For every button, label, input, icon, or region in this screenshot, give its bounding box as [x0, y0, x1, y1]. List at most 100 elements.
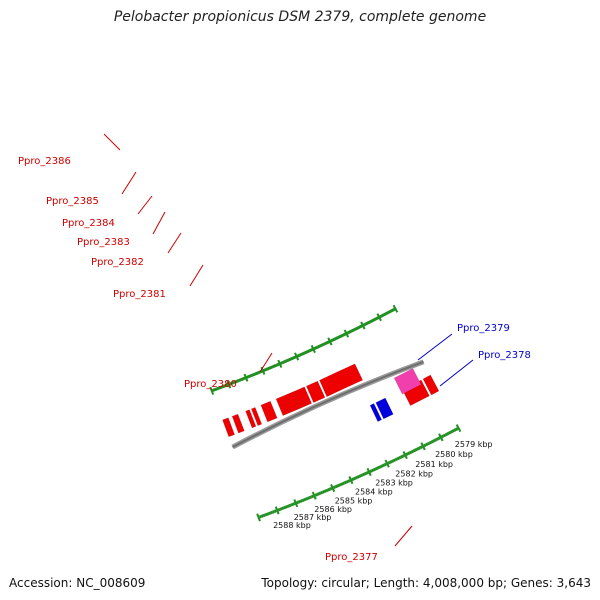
tick-mark [258, 514, 262, 519]
gene-label-leader [439, 359, 474, 387]
tick-mark [260, 514, 264, 518]
tick-mark [428, 440, 432, 445]
tick-mark [341, 333, 345, 337]
accession-label: Accession: NC_008609 [9, 576, 146, 590]
tick-mark [291, 356, 295, 360]
tick-mark [363, 471, 368, 476]
gene-label: Ppro_2382 [91, 257, 144, 268]
tick-mark [264, 512, 268, 517]
tick-mark [407, 451, 411, 456]
tick-mark [392, 304, 399, 313]
tick-mark [285, 505, 288, 509]
tick-mark [380, 313, 385, 318]
gene-block [231, 413, 245, 434]
tick-mark [419, 445, 423, 449]
tick-mark [285, 359, 289, 363]
tick-mark [298, 353, 302, 357]
tick-mark [264, 367, 268, 372]
tick-mark [342, 481, 346, 486]
tick-mark [366, 467, 372, 477]
tick-mark [437, 436, 441, 441]
tick-mark [299, 499, 303, 503]
gene-label-leader [121, 171, 137, 195]
tick-mark [256, 513, 261, 522]
tick-mark [359, 324, 363, 329]
gene-label: Ppro_2378 [478, 350, 531, 361]
tick-mark [362, 472, 366, 477]
tick-mark [308, 348, 312, 353]
tick-mark [380, 464, 384, 468]
tick-mark [273, 509, 277, 513]
tick-mark [315, 345, 319, 350]
gene-label: Ppro_2377 [325, 552, 378, 563]
tick-mark [281, 360, 285, 365]
tick-mark [414, 448, 418, 452]
tick-mark [373, 467, 377, 472]
scale-tick-label: 2587 kbp [294, 513, 332, 522]
tick-mark [354, 475, 358, 480]
tick-mark [405, 452, 409, 456]
tick-mark [338, 483, 342, 487]
scale-tick-label: 2584 kbp [355, 488, 393, 497]
scale-tick-label: 2583 kbp [375, 479, 413, 488]
tick-mark [444, 432, 448, 437]
tick-mark [417, 446, 422, 450]
tick-mark [382, 312, 386, 317]
tick-mark [339, 334, 344, 338]
tick-mark [232, 380, 236, 385]
gene-label: Ppro_2385 [46, 196, 99, 207]
gene-block [250, 407, 263, 427]
gene-labels: Ppro_2386 Ppro_2385 Ppro_2384 Ppro_2383 Ppro… [18, 133, 531, 563]
tick-mark [376, 313, 382, 322]
tick-mark [340, 482, 344, 486]
tick-mark [222, 384, 226, 389]
tick-mark [446, 431, 450, 436]
tick-mark [274, 506, 280, 515]
tick-mark [410, 449, 414, 454]
tick-mark [271, 364, 275, 369]
tick-mark [281, 506, 285, 511]
tick-mark [305, 350, 309, 354]
tick-mark [229, 381, 233, 386]
tick-mark [343, 329, 350, 338]
tick-mark [263, 368, 267, 372]
tick-mark [348, 330, 352, 334]
tick-mark [272, 510, 275, 514]
tick-mark [243, 373, 249, 382]
tick-mark [391, 459, 395, 463]
map-title: Pelobacter propionicus DSM 2379, complet… [113, 9, 487, 25]
tick-mark [293, 499, 299, 508]
tick-mark [438, 433, 444, 442]
gene-label-leader [137, 195, 153, 215]
inner-tick-ring [209, 304, 399, 395]
tick-mark [369, 469, 373, 473]
gene-block [298, 386, 313, 407]
tick-mark [356, 326, 360, 330]
tick-mark [376, 466, 380, 470]
tick-mark [389, 460, 393, 464]
backbone-track [231, 359, 425, 450]
tick-mark [387, 310, 391, 314]
tick-mark [384, 459, 390, 468]
tick-mark [301, 351, 305, 356]
tick-mark [338, 334, 342, 339]
tick-mark [364, 322, 368, 326]
tick-mark [453, 428, 457, 432]
tick-mark [314, 493, 318, 497]
tick-mark [362, 322, 367, 327]
tick-mark [311, 491, 317, 500]
tick-mark [286, 504, 290, 508]
tick-mark [292, 502, 296, 506]
tick-mark [303, 497, 307, 502]
tick-mark [358, 474, 362, 478]
tick-mark [321, 342, 325, 347]
tick-mark [358, 325, 362, 329]
summary-label: Topology: circular; Length: 4,008,000 bp… [261, 576, 591, 590]
tick-mark [242, 376, 246, 381]
tick-mark [360, 473, 364, 478]
gene-block [260, 400, 278, 423]
tick-mark [353, 476, 357, 481]
tick-mark [331, 338, 335, 342]
tick-mark [224, 383, 227, 388]
tick-mark [449, 430, 454, 434]
